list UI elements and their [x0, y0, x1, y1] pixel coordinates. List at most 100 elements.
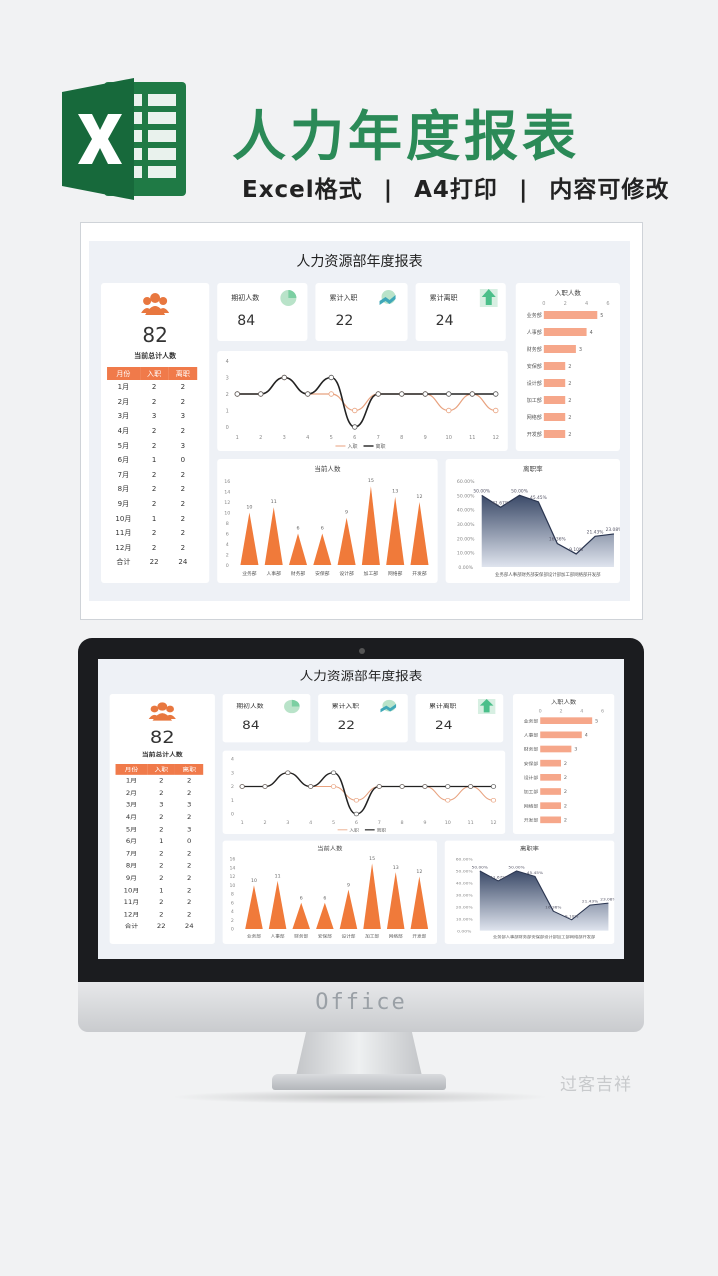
- table-row: 7月 2 2: [116, 848, 204, 860]
- kpi-card-joined: 累计入职 22: [315, 283, 408, 341]
- data-point: [285, 770, 291, 776]
- table-row: 8月 2 2: [107, 482, 197, 497]
- kpi-label: 累计离职: [429, 294, 458, 302]
- area-fill: [481, 495, 614, 567]
- join-bar-chart: 入职人数 0 2 4 6 业务部 5 人事部 4 财务部 3 安保部 2 设计部 2 加工部 2 网络部 2 开发部 2: [524, 698, 605, 823]
- data-label: 45.45%: [527, 870, 544, 875]
- table-cell-month: 11月: [115, 529, 132, 538]
- data-label: 50.00%: [508, 865, 525, 870]
- join-bar-card: 入职人数 0 2 4 6 业务部 5 人事部 4 财务部 3 安保部 2 设计部 2 加工部 2 网络部 2 开发部 2: [515, 283, 620, 451]
- table-cell-month: 8月: [125, 862, 138, 870]
- data-label: 4: [590, 330, 593, 336]
- y-tick-label: 6: [226, 532, 229, 538]
- bar: [361, 486, 380, 565]
- y-tick-label: 10.00%: [457, 551, 475, 557]
- x-tick-label: 10: [445, 820, 451, 826]
- kpi-value: 22: [335, 313, 354, 329]
- y-tick-label: 50.00%: [456, 869, 473, 874]
- bar: [245, 885, 263, 929]
- table-cell-leave: 2: [187, 789, 192, 797]
- category-label: 业务部: [527, 312, 542, 319]
- data-label: 15: [368, 478, 374, 484]
- table-cell-join: 1: [159, 838, 164, 846]
- y-tick-label: 30.00%: [456, 893, 473, 898]
- data-point: [353, 811, 360, 817]
- data-point: [399, 784, 405, 789]
- category-label: 加工部: [364, 570, 379, 577]
- bar: [540, 731, 582, 739]
- table-cell-month: 7月: [125, 850, 138, 858]
- table-cell-leave: 2: [187, 850, 192, 858]
- monitor-bezel: 人力资源部年度报表 82 当前总计人数 月份 入职 离职 1月 2 2 2月 2 2 3月 3…: [78, 638, 644, 982]
- kpi-value: 22: [337, 719, 355, 733]
- people-group-icon: [141, 293, 170, 315]
- data-point: [445, 784, 451, 789]
- table-cell-join: 2: [159, 899, 164, 906]
- table-header-join: 入职: [147, 764, 176, 775]
- y-tick-label: 14: [224, 490, 230, 496]
- x-tick-label: 3: [283, 435, 286, 441]
- y-tick-label: 0.00%: [457, 929, 471, 934]
- bar: [540, 759, 562, 767]
- data-label: 2: [564, 761, 567, 767]
- data-label: 13: [392, 489, 398, 495]
- table-row: 2月 2 2: [116, 787, 204, 799]
- table-cell-join: 2: [151, 441, 157, 450]
- category-label: 加工部: [524, 789, 539, 795]
- data-label: 41.67%: [490, 875, 507, 880]
- y-tick-label: 1: [226, 409, 229, 415]
- monitor-stand: [296, 1032, 422, 1076]
- category-label: 设计部: [527, 380, 542, 387]
- x-tick-label: 5: [332, 820, 335, 826]
- y-tick-label: 20.00%: [456, 905, 473, 910]
- data-label: 2: [568, 381, 571, 387]
- bar: [268, 880, 287, 929]
- page-subtitle: Excel格式 | A4打印 | 内容可修改: [236, 170, 675, 204]
- data-label: 2: [568, 364, 571, 370]
- table-cell-leave: 24: [178, 558, 188, 567]
- category-label: 财务部: [524, 746, 539, 752]
- category-label: 设计部: [339, 570, 354, 577]
- table-row: 3月 3 3: [116, 799, 204, 811]
- data-point: [308, 784, 314, 789]
- category-labels: 业务部人事部财务部安保部设计部加工部网络部开发部: [493, 934, 595, 939]
- table-row: 8月 2 2: [116, 860, 204, 872]
- data-point: [446, 407, 452, 414]
- category-label: 安保部: [524, 760, 539, 766]
- y-tick-label: 2: [226, 553, 229, 559]
- table-cell-join: 1: [151, 514, 157, 523]
- y-tick-label: 4: [231, 909, 234, 915]
- x-tick-label: 12: [493, 435, 499, 441]
- x-tick-label: 5: [330, 435, 333, 441]
- category-label: 加工部: [527, 397, 542, 404]
- table-row: 4月 2 2: [116, 811, 204, 823]
- table-cell-join: 2: [151, 485, 157, 494]
- data-label: 12: [416, 494, 422, 500]
- data-label: 2: [564, 804, 567, 810]
- table-row: 合计 22 24: [116, 921, 204, 933]
- x-tick-label: 6: [353, 435, 356, 441]
- x-tick-label: 8: [401, 820, 404, 826]
- kpi-label: 累计离职: [429, 703, 457, 710]
- headcount-chart: 当前人数 0 2 4 6 8 10 12 14 16 10 业务部 11 人事部 6 财务部 6 安保部 9 设计部 1…: [224, 464, 429, 577]
- data-label: 9.10%: [565, 914, 579, 919]
- y-tick-label: 20.00%: [457, 536, 475, 542]
- kpi-card-left: 累计离职 24: [415, 283, 506, 341]
- dashboard: 人力资源部年度报表 82 当前总计人数 月份 入职 离职 1月 2 2 2月 2 2 3月 3…: [89, 241, 630, 601]
- table-cell-join: 2: [159, 911, 164, 919]
- table-cell-month: 12月: [115, 543, 132, 552]
- table-row: 10月 1 2: [116, 884, 204, 896]
- table-cell-leave: 2: [187, 887, 192, 894]
- kpi-label: 期初人数: [231, 294, 260, 302]
- watermark: 过客吉祥: [560, 1075, 632, 1095]
- area-fill: [479, 870, 609, 931]
- table-cell-join: 2: [151, 383, 157, 392]
- table-cell-leave: 3: [180, 441, 186, 450]
- table-cell-month: 1月: [125, 777, 138, 785]
- data-point: [305, 391, 311, 397]
- turnover-card: 离职率 0.00% 10.00% 20.00% 30.00% 40.00% 50.00% 60…: [445, 459, 622, 583]
- data-point: [262, 784, 268, 789]
- table-body: 1月 2 2 2月 2 2 3月 3 3 4月 2 2 5月 2 3 6月 1 0 7月 2 2 8月 2 2 9月 2 2 10月 1…: [107, 380, 197, 570]
